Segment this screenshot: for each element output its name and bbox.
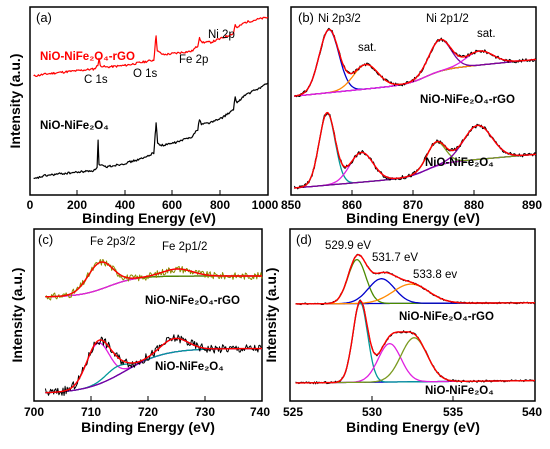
panel-a-ann-fe2p: Fe 2p (179, 54, 208, 66)
panel-c-peak-fe2p12: Fe 2p1/2 (162, 241, 207, 253)
panel-a-xlabel: Binding Energy (eV) (82, 210, 216, 226)
panel-c-sample-nio: NiO-NiFe₂O₄ (155, 361, 224, 373)
tick-label: 530 (362, 405, 382, 419)
series-line-rgo (33, 16, 269, 77)
panel-c-label: (c) (38, 232, 53, 247)
panel-d: (d) 529.9 eV 531.7 eV 533.8 ev NiO-NiFe₂… (263, 228, 542, 435)
panel-a-xtick-marks (76, 190, 221, 195)
panel-d-lines (295, 253, 536, 385)
d-rgo-component-2 (295, 278, 535, 305)
c-nio-component-1 (45, 342, 262, 394)
c-rgo-fit (45, 261, 262, 298)
panel-d-peak-5299: 529.9 eV (325, 240, 371, 252)
tick-label: 540 (522, 405, 542, 419)
panel-c-sample-rgo: NiO-NiFe₂O₄-rGO (145, 295, 240, 307)
panel-c-ylabel: Intensity (a.u.) (9, 268, 25, 363)
d-nio-component-3 (295, 337, 535, 384)
b-nio-component-1 (294, 112, 537, 189)
c-nio-component-2 (45, 347, 262, 394)
panel-a-series-label-nio: NiO-NiFe₂O₄ (40, 120, 109, 132)
panel-d-peak-5317: 531.7 eV (372, 252, 418, 264)
panel-c-xticks: 700 710 720 730 740 (24, 405, 270, 419)
b-rgo-component-3 (294, 38, 537, 97)
b-rgo-fit (294, 28, 537, 97)
c-rgo-component-1 (45, 261, 262, 298)
panel-c-xtick-marks (90, 396, 206, 401)
panel-c-frame (33, 228, 263, 402)
panel-a-ylabel: Intensity (a.u.) (7, 54, 23, 149)
tick-label: 525 (283, 405, 303, 419)
panel-b-xticks: 850 860 870 880 890 (281, 198, 542, 212)
panel-a-label: (a) (36, 10, 52, 25)
panel-b-sample-rgo: NiO-NiFe₂O₄-rGO (420, 94, 515, 106)
panel-d-sample-nio: NiO-NiFe₂O₄ (425, 385, 494, 397)
panel-d-sample-rgo: NiO-NiFe₂O₄-rGO (399, 311, 494, 323)
tick-label: 700 (24, 405, 44, 419)
panel-d-ylabel: Intensity (a.u.) (263, 268, 279, 363)
panel-b-xtick-marks (351, 190, 475, 195)
panel-a-ann-c1s: C 1s (84, 74, 108, 86)
tick-label: 730 (195, 405, 215, 419)
panel-b-lines (293, 27, 537, 190)
panel-a-series-label-rgo: NiO-NiFe₂O₄-rGO (40, 51, 135, 63)
b-nio-experimental (293, 113, 537, 190)
panel-b-xlabel: Binding Energy (eV) (346, 210, 480, 226)
panel-b-peak-ni2p32: Ni 2p3/2 (318, 13, 361, 25)
d-rgo-component-1 (295, 258, 535, 305)
c-nio-fit (45, 337, 262, 394)
panel-a-xticks: 0 200 400 600 800 1000 (27, 198, 279, 212)
panel-c-lines (44, 259, 263, 396)
tick-label: 0 (27, 198, 34, 212)
panel-c-peak-fe2p32: Fe 2p3/2 (90, 236, 135, 248)
panel-b-label: (b) (298, 10, 314, 25)
tick-label: 880 (464, 198, 484, 212)
panel-a: (a) C 1s O 1s Fe 2p Ni 2p NiO-NiFe₂O₄-rG… (7, 6, 279, 226)
d-rgo-component-3 (295, 283, 535, 305)
tick-label: 1000 (252, 198, 279, 212)
b-nio-component-3 (294, 141, 537, 189)
d-nio-fit (295, 300, 535, 384)
panel-d-xtick-marks (371, 396, 454, 401)
panel-d-xticks: 525 530 535 540 (283, 405, 542, 419)
c-nio-experimental (44, 334, 263, 396)
b-nio-fit (294, 111, 537, 189)
panel-b-peak-sat1: sat. (358, 42, 377, 54)
c-rgo-background (45, 275, 262, 298)
tick-label: 890 (522, 198, 542, 212)
c-rgo-component-2 (45, 268, 262, 298)
d-nio-component-2 (295, 343, 535, 384)
c-rgo-experimental (45, 259, 263, 301)
panel-d-peak-5338: 533.8 ev (413, 269, 457, 281)
panel-d-frame (289, 228, 536, 402)
tick-label: 740 (250, 405, 270, 419)
tick-label: 400 (115, 198, 135, 212)
panel-b-peak-sat2: sat. (477, 28, 496, 40)
tick-label: 860 (342, 198, 362, 212)
panel-c: (c) Fe 2p3/2 Fe 2p1/2 NiO-NiFe₂O₄-rGO Ni… (9, 228, 270, 435)
b-nio-component-4 (294, 124, 537, 189)
panel-a-frame (29, 6, 269, 196)
tick-label: 800 (210, 198, 230, 212)
tick-label: 200 (67, 198, 87, 212)
panel-d-xlabel: Binding Energy (eV) (346, 419, 480, 435)
panel-a-ann-ni2p: Ni 2p (208, 29, 235, 41)
panel-b-sample-nio: NiO-NiFe₂O₄ (425, 157, 494, 169)
panel-b-peak-ni2p12: Ni 2p1/2 (426, 13, 469, 25)
panel-a-lines (33, 16, 269, 179)
c-nio-background (45, 347, 262, 394)
tick-label: 850 (281, 198, 301, 212)
tick-label: 535 (443, 405, 463, 419)
tick-label: 870 (403, 198, 423, 212)
tick-label: 600 (162, 198, 182, 212)
b-nio-background (294, 153, 537, 189)
tick-label: 710 (81, 405, 101, 419)
panel-b: (b) Ni 2p3/2 sat. Ni 2p1/2 sat. NiO-NiFe… (281, 6, 542, 226)
series-line-nio (33, 82, 269, 179)
panel-c-xlabel: Binding Energy (eV) (81, 419, 215, 435)
d-rgo-fit (295, 254, 535, 305)
panel-d-label: (d) (296, 232, 312, 247)
panel-a-ann-o1s: O 1s (133, 68, 158, 80)
tick-label: 720 (138, 405, 158, 419)
